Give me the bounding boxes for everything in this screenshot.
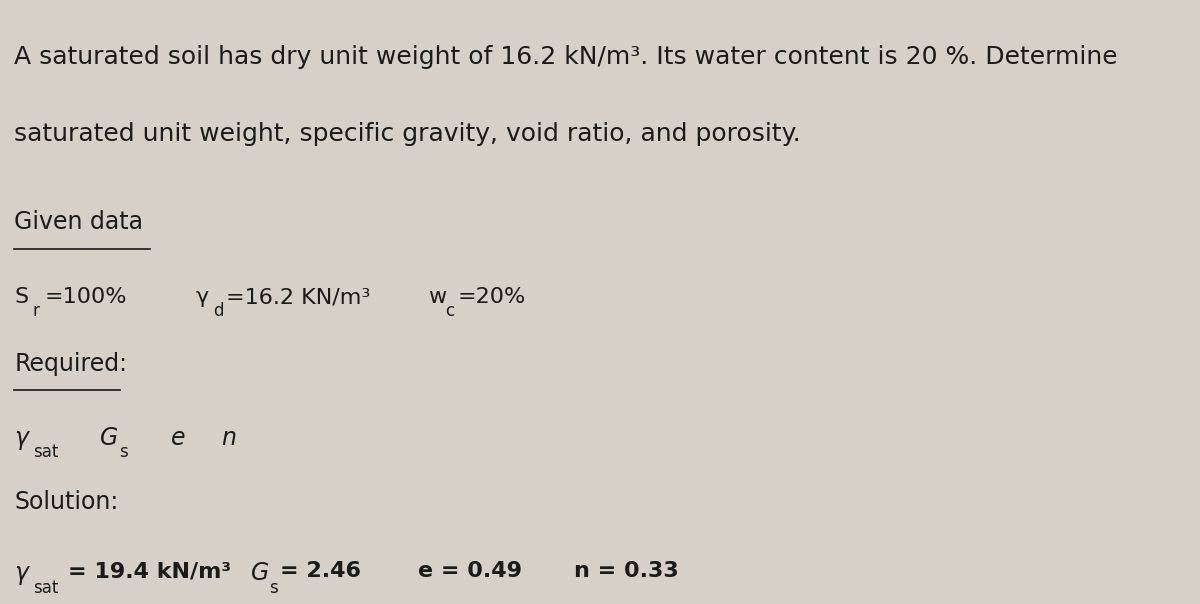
Text: c: c	[445, 302, 454, 320]
Text: =16.2 KN/m³: =16.2 KN/m³	[226, 287, 371, 307]
Text: Given data: Given data	[14, 210, 143, 234]
Text: w: w	[428, 287, 446, 307]
Text: Required:: Required:	[14, 352, 127, 376]
Text: S: S	[14, 287, 29, 307]
Text: e = 0.49: e = 0.49	[418, 561, 522, 581]
Text: sat: sat	[34, 579, 59, 597]
Text: Solution:: Solution:	[14, 490, 119, 515]
Text: sat: sat	[34, 443, 59, 461]
Text: e: e	[170, 425, 185, 449]
Text: = 2.46: = 2.46	[280, 561, 360, 581]
Text: γ: γ	[14, 425, 29, 449]
Text: d: d	[212, 302, 223, 320]
Text: s: s	[119, 443, 128, 461]
Text: n = 0.33: n = 0.33	[574, 561, 679, 581]
Text: G: G	[251, 561, 270, 585]
Text: =20%: =20%	[458, 287, 527, 307]
Text: r: r	[32, 302, 40, 320]
Text: γ: γ	[14, 561, 29, 585]
Text: saturated unit weight, specific gravity, void ratio, and porosity.: saturated unit weight, specific gravity,…	[14, 122, 802, 146]
Text: =100%: =100%	[44, 287, 127, 307]
Text: γ: γ	[196, 287, 209, 307]
Text: G: G	[100, 425, 119, 449]
Text: A saturated soil has dry unit weight of 16.2 kN/m³. Its water content is 20 %. D: A saturated soil has dry unit weight of …	[14, 45, 1118, 69]
Text: = 19.4 kN/m³: = 19.4 kN/m³	[67, 561, 230, 581]
Text: n: n	[221, 425, 236, 449]
Text: s: s	[270, 579, 278, 597]
